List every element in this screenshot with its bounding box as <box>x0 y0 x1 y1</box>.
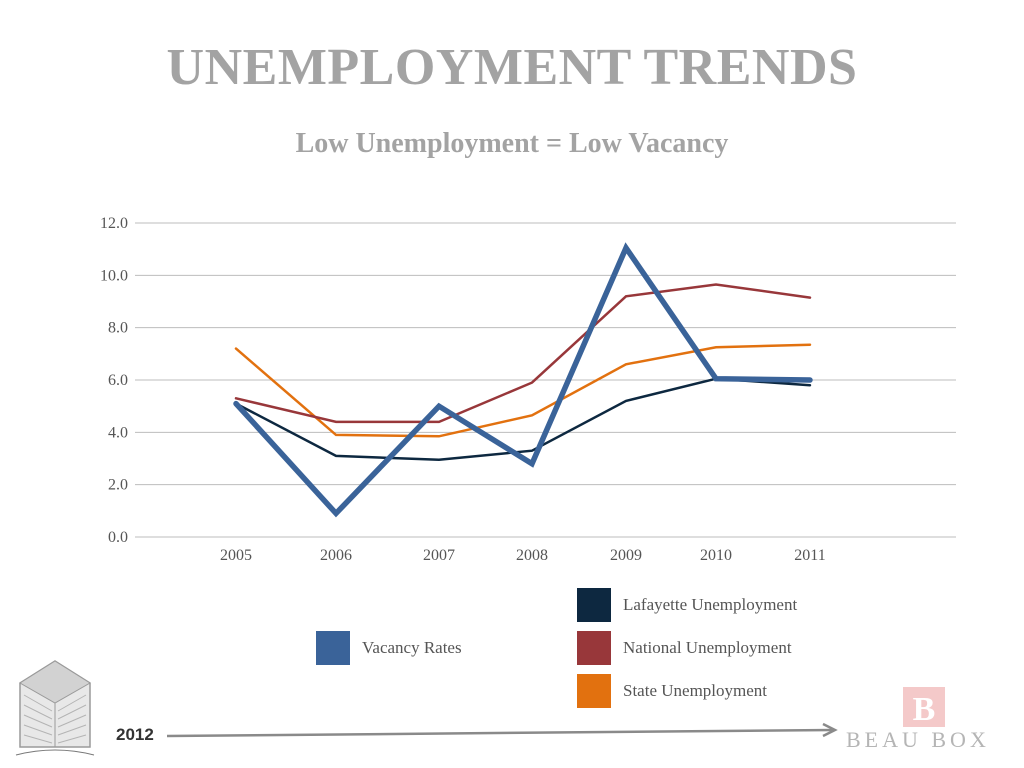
acadiana-commercial-outlook-logo <box>15 660 95 756</box>
y-tick-label: 8.0 <box>108 320 128 337</box>
line-chart: 0.0 2.0 4.0 6.0 8.0 10.0 12.0 2005 2006 2007 2008 2… <box>100 215 956 564</box>
y-tick-label: 4.0 <box>108 424 128 441</box>
x-tick-label: 2008 <box>516 547 548 564</box>
y-tick-label: 10.0 <box>100 267 128 284</box>
y-tick-label: 2.0 <box>108 477 128 494</box>
x-tick-label: 2009 <box>610 547 642 564</box>
legend-label-national-unemployment: National Unemployment <box>623 638 792 657</box>
x-tick-label: 2006 <box>320 547 352 564</box>
slide-title: UNEMPLOYMENT TRENDS <box>166 39 858 96</box>
legend-label-vacancy-rates: Vacancy Rates <box>362 638 462 657</box>
x-tick-label: 2007 <box>423 547 455 564</box>
y-tick-label: 12.0 <box>100 215 128 232</box>
legend-label-state-unemployment: State Unemployment <box>623 681 768 700</box>
y-tick-label: 6.0 <box>108 372 128 389</box>
slide-subtitle: Low Unemployment = Low Vacancy <box>295 128 729 159</box>
brand-mark-letter: B <box>913 691 936 728</box>
x-tick-label: 2010 <box>700 547 732 564</box>
brand-name: BEAU BOX <box>846 727 990 752</box>
series-line-state-unemployment <box>234 343 812 438</box>
legend-swatch-lafayette-unemployment <box>577 588 611 622</box>
x-tick-label: 2005 <box>220 547 252 564</box>
legend-swatch-state-unemployment <box>577 674 611 708</box>
y-tick-label: 0.0 <box>108 529 128 546</box>
series-line-vacancy-rates <box>233 242 813 518</box>
beau-box-logo-mark: B <box>903 687 945 728</box>
timeline-arrow <box>166 722 838 738</box>
x-tick-label: 2011 <box>794 547 825 564</box>
legend-swatch-national-unemployment <box>577 631 611 665</box>
legend-swatch-vacancy-rates <box>316 631 350 665</box>
series-line-national-unemployment <box>234 283 812 424</box>
timeline-year-label: 2012 <box>116 725 154 744</box>
legend-label-lafayette-unemployment: Lafayette Unemployment <box>623 595 798 614</box>
